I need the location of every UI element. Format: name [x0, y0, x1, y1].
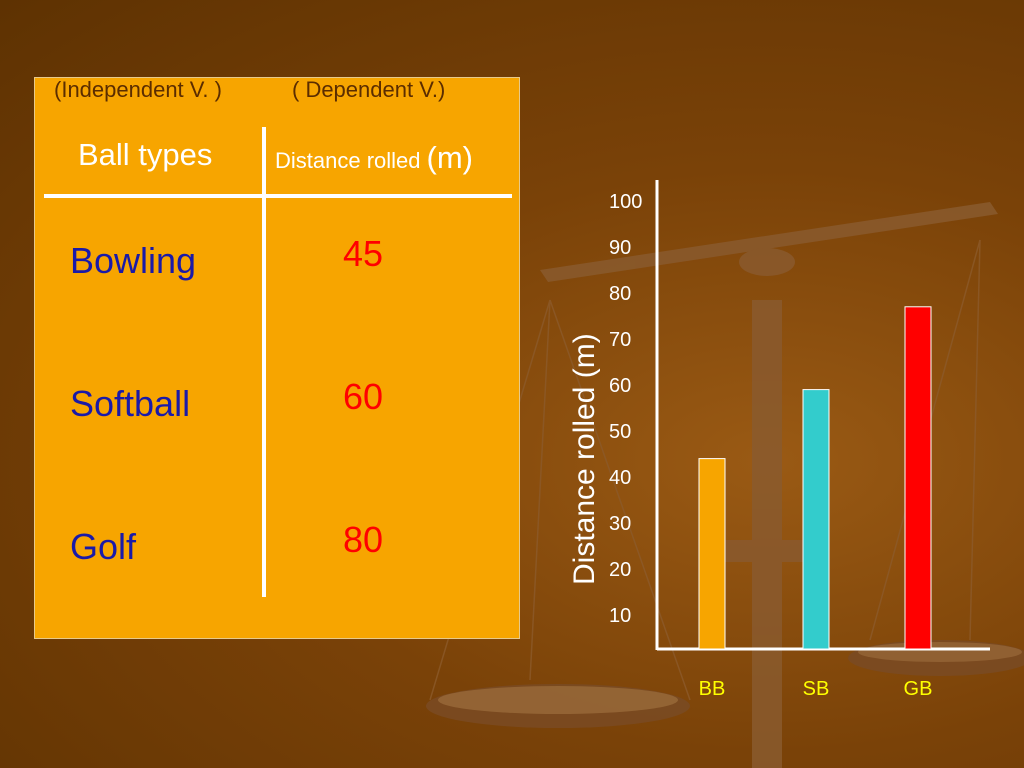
- y-tick-label: 20: [609, 559, 631, 581]
- row-value-softball: 60: [343, 376, 384, 417]
- y-tick-label: 100: [609, 191, 642, 213]
- bar-bb: [698, 458, 726, 650]
- dependent-variable-label: ( Dependent V.): [292, 77, 446, 102]
- y-tick-label: 30: [609, 513, 631, 535]
- x-category-label: SB: [803, 678, 830, 700]
- y-tick-label: 90: [609, 237, 631, 259]
- ball-types-header: Ball types: [78, 137, 213, 172]
- y-tick-label: 60: [609, 375, 631, 397]
- y-tick-label: 40: [609, 467, 631, 489]
- row-label-softball: Softball: [70, 383, 191, 424]
- y-axis-label: Distance rolled (m): [568, 333, 601, 585]
- distance-header: Distance rolled (m): [275, 140, 473, 176]
- row-label-golf: Golf: [70, 526, 137, 567]
- table-column-divider: [262, 127, 266, 597]
- y-tick-label: 70: [609, 329, 631, 351]
- row-value-bowling: 45: [343, 233, 384, 274]
- independent-variable-label: (Independent V. ): [54, 77, 222, 102]
- distance-header-text: Distance rolled: [275, 148, 421, 173]
- bar-gb: [904, 306, 932, 650]
- y-tick-label: 80: [609, 283, 631, 305]
- bar-sb: [802, 389, 830, 650]
- row-label-bowling: Bowling: [70, 240, 197, 281]
- data-table-panel: [34, 77, 520, 639]
- x-category-label: GB: [904, 678, 933, 700]
- table-header-divider: [44, 194, 512, 198]
- y-tick-label: 10: [609, 605, 631, 627]
- x-category-label: BB: [699, 678, 726, 700]
- distance-header-unit: (m): [426, 140, 473, 175]
- row-value-golf: 80: [343, 519, 384, 560]
- y-tick-label: 50: [609, 421, 631, 443]
